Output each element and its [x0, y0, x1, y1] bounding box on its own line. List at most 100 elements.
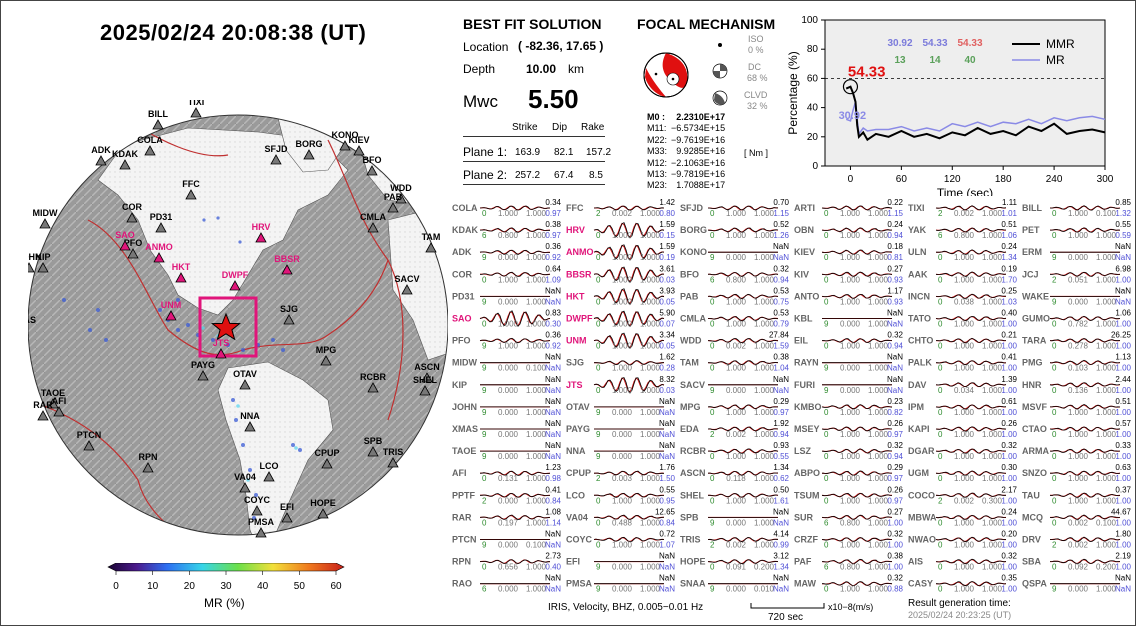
- station-cell[interactable]: CPUP 1.76 2 0.003 1.000 1.50: [566, 463, 676, 483]
- station-cell[interactable]: AFI 1.23 0 0.131 1.000 0.98: [452, 463, 562, 483]
- station-cell[interactable]: ASCN 1.34 0 0.118 1.000 0.62: [680, 463, 790, 483]
- station-cell[interactable]: TRIS 4.14 2 0.002 1.000 0.99: [680, 530, 790, 550]
- station-cell[interactable]: HOPE 3.12 0 0.091 0.200 1.34: [680, 552, 790, 572]
- station-cell[interactable]: EDA 1.92 2 0.002 1.000 0.94: [680, 419, 790, 439]
- station-cell[interactable]: TIXI 1.11 2 0.002 1.000 1.01: [908, 198, 1018, 218]
- station-cell[interactable]: YAK 0.51 6 0.800 1.000 1.06: [908, 220, 1018, 240]
- station-cell[interactable]: SBA 2.19 0 0.092 0.200 1.00: [1022, 552, 1132, 572]
- station-cell[interactable]: RPN 2.73 0 0.656 1.000 0.40: [452, 552, 562, 572]
- station-cell[interactable]: HNR 2.44 0 0.136 1.000 1.00: [1022, 375, 1132, 395]
- station-cell[interactable]: GUMO 1.06 0 0.782 1.000 1.00: [1022, 309, 1132, 329]
- station-cell[interactable]: WDD 27.84 0 0.002 1.000 1.59: [680, 331, 790, 351]
- station-cell[interactable]: KDAK 0.38 6 0.800 1.000 0.97: [452, 220, 562, 240]
- station-cell[interactable]: SUR 0.27 6 0.800 1.000 1.00: [794, 507, 904, 527]
- station-cell[interactable]: VA04 12.65 0 0.488 1.000 0.84: [566, 507, 676, 527]
- station-cell[interactable]: JCJ 6.98 2 0.051 1.000 1.00: [1022, 264, 1132, 284]
- station-cell[interactable]: TARA 26.25 0 0.278 1.000 1.00: [1022, 331, 1132, 351]
- station-cell[interactable]: PMG 1.13 0 0.103 1.000 1.00: [1022, 353, 1132, 373]
- station-cell[interactable]: FFC 1.42 2 0.002 1.000 0.80: [566, 198, 676, 218]
- station-cell[interactable]: ADK 0.36 9 0.000 1.000 0.92: [452, 242, 562, 262]
- station-cell[interactable]: PPTF 0.41 2 0.000 1.000 0.84: [452, 485, 562, 505]
- station-cell[interactable]: BILL 0.85 0 1.000 0.100 1.32: [1022, 198, 1132, 218]
- station-cell[interactable]: MCQ 44.67 0 0.002 0.100 1.00: [1022, 507, 1132, 527]
- station-cell[interactable]: DAV 1.39 0 0.034 1.000 1.00: [908, 375, 1018, 395]
- station-cell[interactable]: PAF 0.38 6 0.800 1.000 1.00: [794, 552, 904, 572]
- station-cell[interactable]: RAR 1.08 0 0.197 1.000 1.14: [452, 507, 562, 527]
- station-cell[interactable]: COCO 2.17 2 0.002 0.300 1.00: [908, 485, 1018, 505]
- station-cell[interactable]: BFO 0.32 6 0.800 1.000 0.94: [680, 264, 790, 284]
